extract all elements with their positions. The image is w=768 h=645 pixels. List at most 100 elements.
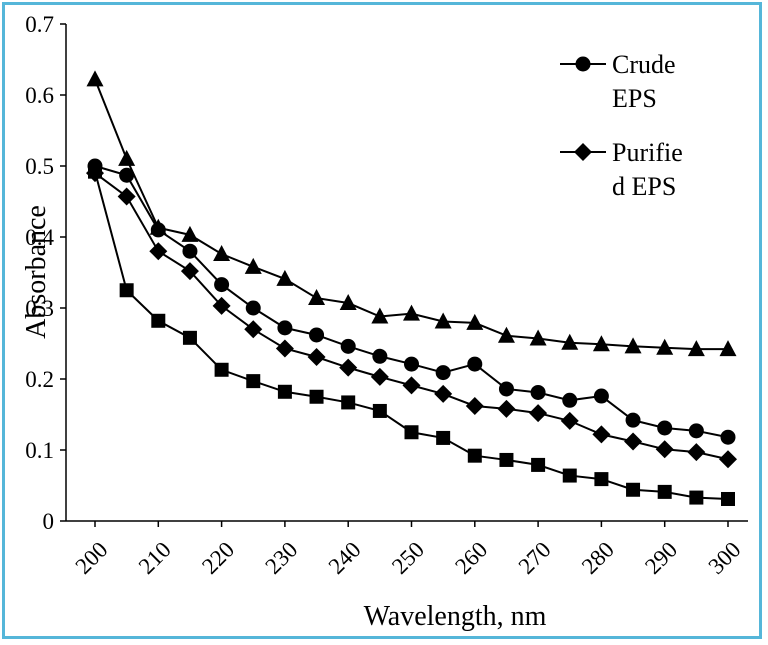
data-point-circle (340, 338, 356, 354)
data-point-diamond (117, 187, 136, 206)
x-tick-labels: 200 210 220 230 240 250 260 270 280 290 300 (70, 537, 745, 579)
data-point-square (531, 457, 546, 472)
data-point-square (562, 468, 577, 483)
series-diamond (86, 164, 737, 469)
data-point-triangle (529, 329, 547, 346)
axes (60, 23, 748, 527)
data-point-square (214, 362, 229, 377)
data-point-triangle (466, 313, 484, 330)
data-point-square (119, 283, 134, 298)
y-tick-label: 0.1 (25, 438, 54, 463)
data-point-square (372, 403, 387, 418)
legend-label-line: EPS (612, 84, 657, 113)
data-point-circle (593, 388, 609, 404)
data-point-square (341, 395, 356, 410)
y-tick-labels: 0 0.1 0.2 0.3 0.4 0.5 0.6 0.7 (25, 12, 54, 534)
y-tick-label: 0 (43, 509, 55, 534)
data-point-triangle (656, 338, 674, 355)
data-point-circle (467, 356, 483, 372)
data-point-square (657, 484, 672, 499)
data-point-triangle (181, 225, 199, 242)
y-tick-label: 0.2 (25, 367, 54, 392)
data-point-diamond (655, 440, 674, 459)
series-square (88, 164, 735, 506)
data-point-circle (530, 384, 546, 400)
data-point-diamond (402, 376, 421, 395)
data-point-square (689, 490, 704, 505)
y-tick-label: 0.5 (25, 154, 54, 179)
data-point-square (404, 425, 419, 440)
data-point-circle (625, 412, 641, 428)
data-point-square (467, 448, 482, 463)
y-tick-label: 0.6 (25, 83, 54, 108)
data-point-circle (277, 320, 293, 336)
data-point-square (277, 384, 292, 399)
data-point-circle (182, 243, 198, 259)
x-tick-label: 210 (134, 537, 176, 579)
data-point-circle (214, 277, 230, 293)
data-point-circle (657, 420, 673, 436)
data-point-square (309, 389, 324, 404)
data-point-triangle (244, 257, 262, 274)
legend-label-line: Purifie (612, 138, 683, 167)
data-point-triangle (624, 337, 642, 354)
data-point-triangle (86, 70, 104, 87)
data-point-diamond (339, 358, 358, 377)
y-tick-label: 0.3 (25, 296, 54, 321)
y-axis-title: Absorbance (21, 205, 52, 339)
data-point-diamond (275, 339, 294, 358)
series-layer (86, 70, 737, 506)
data-point-circle (372, 348, 388, 364)
data-point-triangle (371, 307, 389, 324)
data-point-triangle (308, 289, 326, 306)
x-tick-label: 240 (324, 537, 366, 579)
data-point-circle (435, 365, 451, 381)
y-tick-label: 0.4 (25, 225, 54, 250)
data-point-square (594, 472, 609, 487)
data-point-circle (720, 429, 736, 445)
data-point-square (246, 374, 261, 389)
data-point-triangle (719, 340, 737, 357)
data-point-triangle (339, 294, 357, 311)
data-point-circle (309, 327, 325, 343)
legend-marker-circle (575, 56, 591, 72)
data-point-diamond (497, 399, 516, 418)
data-point-diamond (624, 432, 643, 451)
data-point-triangle (118, 149, 136, 166)
x-tick-label: 220 (197, 537, 239, 579)
y-tick-label: 0.7 (25, 12, 54, 37)
data-point-triangle (687, 340, 705, 357)
data-point-diamond (244, 320, 263, 339)
legend-label-line: Crude (612, 50, 676, 79)
data-point-circle (688, 423, 704, 439)
data-point-triangle (213, 245, 231, 262)
data-point-circle (562, 392, 578, 408)
data-point-diamond (529, 404, 548, 423)
data-point-circle (245, 300, 261, 316)
data-point-diamond (307, 347, 326, 366)
data-point-square (88, 164, 102, 179)
data-point-triangle (403, 304, 420, 321)
data-point-diamond (687, 443, 706, 462)
data-point-circle (498, 381, 514, 397)
data-point-triangle (434, 312, 452, 329)
x-tick-label: 270 (514, 537, 556, 579)
legend: Crude EPS Purifie d EPS (560, 50, 683, 201)
data-point-diamond (370, 367, 389, 386)
x-tick-label: 300 (703, 537, 745, 579)
legend-label-line: d EPS (612, 172, 676, 201)
legend-marker-diamond (574, 143, 592, 161)
data-point-triangle (149, 218, 167, 235)
x-tick-label: 230 (260, 537, 302, 579)
legend-item-circle: Crude EPS (560, 50, 676, 113)
data-point-diamond (465, 396, 484, 415)
data-point-square (151, 313, 166, 328)
data-point-triangle (276, 269, 294, 286)
data-point-triangle (497, 326, 515, 343)
x-tick-label: 260 (450, 537, 492, 579)
series-line-circle (94, 165, 729, 439)
series-circle (87, 158, 736, 445)
legend-item-diamond: Purifie d EPS (560, 138, 683, 201)
data-point-diamond (212, 296, 231, 315)
